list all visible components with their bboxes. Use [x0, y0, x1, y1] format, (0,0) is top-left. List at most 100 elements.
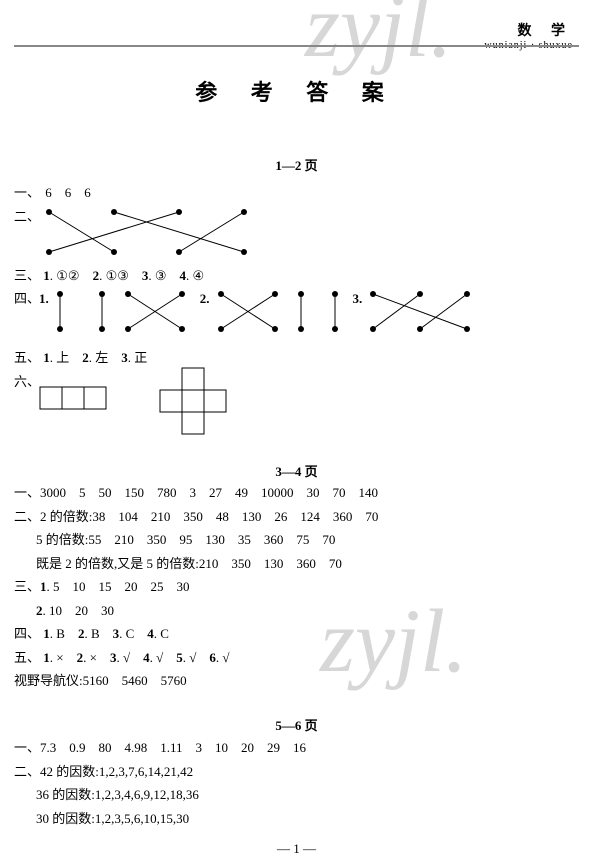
val: 6 — [45, 185, 52, 200]
section-1: 一、 6 6 6 二、 三、 1. ①② 2. ①③ 3. ③ 4. ④ 四、 … — [14, 183, 579, 436]
prefix: 42 的因数: — [40, 764, 99, 779]
label: 一、 — [14, 485, 40, 500]
label: 四、 — [14, 291, 40, 306]
value-list: 5 10 15 20 25 30 — [53, 579, 190, 594]
matching-diagram — [39, 207, 259, 257]
s2-q5: 五、 1. × 2. × 3. √ 4. √ 5. √ 6. √ — [14, 648, 579, 668]
s2-q2-l2: 5 的倍数:55 210 350 95 130 35 360 75 70 — [14, 530, 579, 550]
s3-q2-l2: 36 的因数:1,2,3,4,6,9,12,18,36 — [14, 785, 579, 805]
text: 1,2,3,7,6,14,21,42 — [99, 764, 193, 779]
n: 2 — [36, 603, 43, 618]
s3-q2-l3: 30 的因数:1,2,3,5,6,10,15,30 — [14, 809, 579, 829]
val: 6 — [84, 185, 91, 200]
n: 6 — [209, 650, 216, 665]
value-list: 10 20 30 — [49, 603, 114, 618]
s1-q2: 二、 — [14, 207, 579, 262]
label: 六、 — [14, 374, 40, 389]
cross-net-diagram — [159, 367, 229, 437]
prefix: 30 的因数: — [36, 811, 95, 826]
label: 四、 — [14, 626, 40, 641]
text: 1,2,3,4,6,9,12,18,36 — [95, 787, 199, 802]
v: √ — [189, 650, 196, 665]
s2-q2-l3: 既是 2 的倍数,又是 5 的倍数:210 350 130 360 70 — [14, 554, 579, 574]
v: × — [56, 650, 63, 665]
section-3: 一、7.3 0.9 80 4.98 1.11 3 10 20 29 16 二、4… — [14, 738, 579, 832]
s1-q6: 六、 — [14, 372, 579, 432]
n: 3 — [110, 650, 117, 665]
s1-q5: 五、 1. 上 2. 左 3. 正 — [14, 348, 579, 368]
prefix: 36 的因数: — [36, 787, 95, 802]
v: 正 — [134, 350, 147, 365]
label: 五、 — [14, 350, 40, 365]
watermark-top: zyjl. — [305, 0, 452, 78]
page-footer: — 1 — — [0, 841, 593, 857]
header-rule — [14, 45, 579, 47]
text: 1,2,3,5,6,10,15,30 — [95, 811, 189, 826]
v: × — [90, 650, 97, 665]
v: B — [91, 626, 100, 641]
v: √ — [222, 650, 229, 665]
s3-q1: 一、7.3 0.9 80 4.98 1.11 3 10 20 29 16 — [14, 738, 579, 758]
n: 2 — [93, 268, 100, 283]
val: 6 — [65, 185, 72, 200]
page-range-2: 3—4 页 — [0, 461, 593, 480]
n: 2 — [82, 350, 89, 365]
n: 3 — [121, 350, 128, 365]
v: B — [56, 626, 65, 641]
page-title: 参 考 答 案 — [0, 75, 593, 107]
value-list: 210 350 130 360 70 — [199, 556, 342, 571]
s2-q1: 一、3000 5 50 150 780 3 27 49 10000 30 70 … — [14, 483, 579, 503]
v: ①② — [56, 268, 79, 283]
v: C — [160, 626, 169, 641]
label: 视野导航仪: — [14, 673, 83, 688]
label: 二、 — [14, 509, 40, 524]
n: 4 — [180, 268, 187, 283]
value-list: 55 210 350 95 130 35 360 75 70 — [88, 532, 335, 547]
label: 二、 — [14, 764, 40, 779]
dot-match-diagram — [293, 289, 343, 334]
n: 4 — [147, 626, 154, 641]
subject-cn: 数 学 — [484, 20, 573, 40]
s2-q3-l1: 三、1. 5 10 15 20 25 30 — [14, 577, 579, 597]
n: 1 — [43, 268, 50, 283]
n: 5 — [176, 650, 183, 665]
page-range-1: 1—2 页 — [0, 155, 593, 174]
sub-label: 1. — [39, 289, 49, 309]
dot-match-diagram — [365, 289, 475, 334]
page-range-3: 5—6 页 — [0, 715, 593, 734]
grid-row-diagram — [39, 386, 109, 412]
value-list: 38 104 210 350 48 130 26 124 360 70 — [92, 509, 378, 524]
label: 二、 — [14, 209, 40, 224]
value-list: 7.3 0.9 80 4.98 1.11 3 10 20 29 16 — [40, 740, 306, 755]
prefix: 2 的倍数: — [40, 509, 92, 524]
n: 1 — [43, 626, 50, 641]
label: 一、 — [14, 740, 40, 755]
s3-q2-l1: 二、42 的因数:1,2,3,7,6,14,21,42 — [14, 762, 579, 782]
n: 3 — [113, 626, 120, 641]
dot-match-diagram — [213, 289, 283, 334]
label: 三、 — [14, 268, 40, 283]
sub-label: 2. — [200, 289, 210, 309]
n: 4 — [143, 650, 150, 665]
s1-q3: 三、 1. ①② 2. ①③ 3. ③ 4. ④ — [14, 266, 579, 286]
sub-label: 3. — [353, 289, 363, 309]
v: 左 — [95, 350, 108, 365]
v: √ — [123, 650, 130, 665]
v: ④ — [193, 268, 205, 283]
dot-match-diagram — [52, 289, 110, 334]
s1-q4: 四、 1. 2. 3. — [14, 289, 579, 344]
s2-nav: 视野导航仪:5160 5460 5760 — [14, 671, 579, 691]
value-list: 3000 5 50 150 780 3 27 49 10000 30 70 14… — [40, 485, 378, 500]
label: 一、 — [14, 185, 40, 200]
s2-q2-l1: 二、2 的倍数:38 104 210 350 48 130 26 124 360… — [14, 507, 579, 527]
s1-q1: 一、 6 6 6 — [14, 183, 579, 203]
v: C — [126, 626, 135, 641]
label: 三、 — [14, 579, 40, 594]
n: 1 — [43, 650, 50, 665]
n: 1 — [40, 579, 47, 594]
s2-q4: 四、 1. B 2. B 3. C 4. C — [14, 624, 579, 644]
value-list: 5160 5460 5760 — [83, 673, 187, 688]
dot-match-diagram — [120, 289, 190, 334]
prefix: 5 的倍数: — [36, 532, 88, 547]
label: 五、 — [14, 650, 40, 665]
